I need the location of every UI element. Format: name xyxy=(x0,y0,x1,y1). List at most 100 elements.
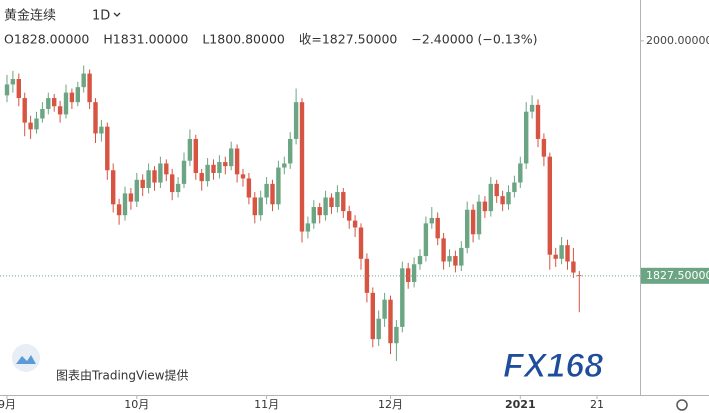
gear xyxy=(676,399,688,411)
candle-body xyxy=(87,73,92,103)
candle-body xyxy=(465,209,470,248)
candle-body xyxy=(122,193,128,216)
candle-body xyxy=(423,223,429,257)
candle-body xyxy=(406,268,411,282)
candle-body xyxy=(506,192,511,205)
candle-body xyxy=(476,201,482,235)
candle-body xyxy=(69,92,75,103)
candle-body xyxy=(270,183,275,205)
candle-body xyxy=(140,179,145,188)
ohlc-value: O1828.00000 xyxy=(4,32,89,47)
candle-body xyxy=(46,98,51,109)
candle-body xyxy=(347,211,352,221)
candle-body xyxy=(382,299,387,319)
candle-body xyxy=(453,256,458,266)
candle-body xyxy=(441,238,446,262)
candle-body xyxy=(193,138,198,173)
candle-body xyxy=(52,98,57,107)
tradingview-logo[interactable] xyxy=(12,344,40,372)
candle-body xyxy=(116,204,122,216)
settings-icon[interactable] xyxy=(676,399,688,411)
watermark: FX168 xyxy=(503,347,603,385)
candle-body xyxy=(10,79,16,85)
candle-body xyxy=(229,148,234,167)
candle-body xyxy=(299,102,305,232)
attribution[interactable]: 图表由TradingView提供 xyxy=(56,368,189,383)
candle-body xyxy=(134,179,139,202)
candle-body xyxy=(482,201,488,212)
candle-body xyxy=(470,209,476,235)
candle-body xyxy=(288,138,293,164)
candle-body xyxy=(311,207,316,224)
last-price-tag xyxy=(641,267,709,284)
candle-body xyxy=(282,163,287,168)
candle-body xyxy=(146,170,151,188)
candle-body xyxy=(57,106,63,115)
candle-body xyxy=(559,245,564,259)
candle-body xyxy=(376,318,381,340)
candle-body xyxy=(535,104,541,139)
candle-body xyxy=(276,167,281,205)
candle-body xyxy=(175,183,181,193)
candle-body xyxy=(571,261,576,273)
ohlc-value: L1800.80000 xyxy=(202,32,285,47)
candle-body xyxy=(111,170,116,205)
interval[interactable]: 1D xyxy=(92,9,110,24)
candle-body xyxy=(500,196,505,205)
candle-body xyxy=(417,256,423,265)
candle-body xyxy=(358,227,364,259)
candle-body xyxy=(16,79,21,99)
ohlc-value: 收=1827.50000 xyxy=(299,32,398,47)
ohlc-value: H1831.00000 xyxy=(103,32,188,47)
candle-body xyxy=(459,247,464,266)
candle-body xyxy=(211,164,216,173)
candle-body xyxy=(518,163,523,183)
candle-body xyxy=(170,174,175,193)
candle-body xyxy=(370,292,375,340)
candle-body xyxy=(323,197,328,216)
candle-body xyxy=(181,160,187,184)
candle-body xyxy=(81,73,86,88)
candle-body xyxy=(329,197,334,208)
candle-body xyxy=(553,254,558,259)
candle-body xyxy=(335,192,340,208)
candle-body xyxy=(34,118,39,130)
candle-body xyxy=(411,264,417,282)
x-tick-label: 2021 xyxy=(505,398,536,411)
candle-body xyxy=(317,207,322,216)
logo-circle xyxy=(12,344,40,372)
ohlc-value: −2.40000 (−0.13%) xyxy=(411,32,537,47)
candle-body xyxy=(63,92,69,115)
candle-body xyxy=(28,122,33,130)
candle-body xyxy=(199,172,204,182)
candle-body xyxy=(541,138,547,157)
candle-body xyxy=(394,326,399,344)
candle-body xyxy=(223,162,228,167)
candle-body xyxy=(40,108,45,119)
candle-body xyxy=(252,197,257,216)
candle-body xyxy=(447,256,452,262)
candle-body xyxy=(400,268,405,327)
candle-body xyxy=(529,104,535,112)
candle-body xyxy=(512,182,517,193)
candle-body xyxy=(341,192,346,212)
candle-body xyxy=(565,245,570,262)
candle-body xyxy=(305,223,311,232)
x-tick-label: 9月 xyxy=(0,398,16,411)
candle-body xyxy=(264,183,269,198)
candle-body xyxy=(488,183,493,212)
candle-body xyxy=(435,217,440,239)
x-tick-label: 12月 xyxy=(378,398,403,411)
dropdown-icon[interactable] xyxy=(113,12,121,17)
candle-body xyxy=(234,148,240,175)
logo-icon xyxy=(16,355,36,364)
symbol-title[interactable]: 黄金连续 xyxy=(4,8,56,24)
candle-body xyxy=(187,138,193,161)
candle-body xyxy=(494,183,499,197)
candle-body xyxy=(105,126,110,171)
x-tick-label: 10月 xyxy=(124,398,149,411)
candle-body xyxy=(293,102,299,139)
candle-body xyxy=(152,170,157,183)
candle-body xyxy=(4,84,10,96)
